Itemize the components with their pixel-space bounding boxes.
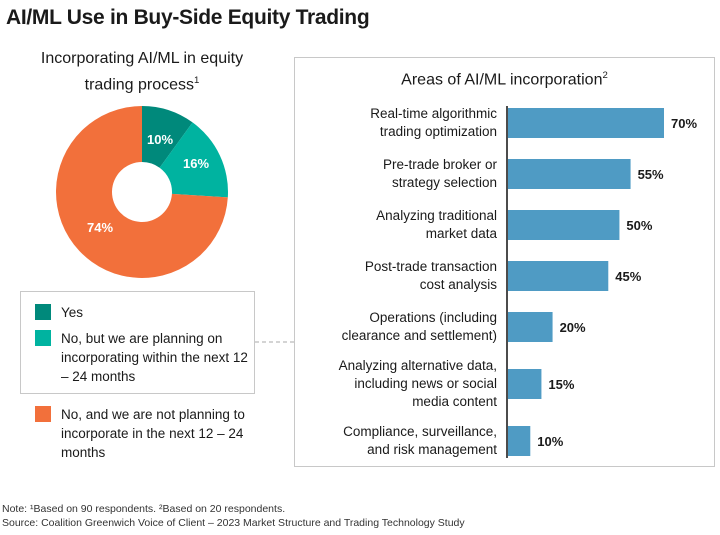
donut-slice [56, 106, 228, 278]
category-line: media content [412, 394, 497, 409]
bar [508, 108, 664, 138]
legend-swatch [35, 406, 51, 422]
donut-slice [159, 122, 228, 198]
bar-value-label: 45% [615, 269, 641, 284]
category-line: clearance and settlement) [341, 328, 497, 343]
bar-chart: 70% 55% 50% 45% 20% 15% 10% [506, 106, 697, 458]
category-line: and risk management [367, 442, 497, 457]
category-line: cost analysis [419, 277, 497, 292]
legend-item-yes: Yes [35, 303, 83, 322]
donut-chart: 10% 16% 74% [56, 106, 228, 278]
bar [508, 159, 631, 189]
bar [508, 426, 531, 456]
bar-chart-title: Areas of AI/ML incorporation2 [294, 70, 715, 89]
bar-category-label: Pre-trade broker or strategy selection [383, 156, 497, 192]
footnote: Note: ¹Based on 90 respondents. ²Based o… [2, 503, 286, 515]
bar [508, 312, 553, 342]
donut-value-label: 74% [87, 220, 113, 235]
donut-value-label: 16% [183, 156, 209, 171]
bar-category-label: Compliance, surveillance, and risk manage… [343, 423, 497, 459]
chart-title: AI/ML Use in Buy-Side Equity Trading [6, 6, 370, 29]
donut-title-footnote: 1 [194, 75, 200, 86]
category-line: market data [425, 226, 497, 241]
bar [508, 369, 542, 399]
bar-value-label: 70% [671, 116, 697, 131]
bar-category-label: Analyzing alternative data, including new… [339, 357, 497, 411]
bar-category-label: Real-time algorithmic trading optimizatio… [370, 105, 497, 141]
bar-value-label: 15% [548, 377, 574, 392]
bar [508, 261, 609, 291]
category-line: including news or social [354, 376, 497, 391]
bar-panel [294, 57, 715, 467]
category-line: trading optimization [379, 124, 497, 139]
legend-swatch [35, 304, 51, 320]
legend-item-not-planning: No, and we are not planning to incorpora… [35, 405, 260, 462]
legend-box [20, 291, 255, 394]
legend-item-planning: No, but we are planning on incorporating… [35, 329, 250, 386]
legend-swatch [35, 330, 51, 346]
bar-value-label: 20% [560, 320, 586, 335]
bar-title-text: Areas of AI/ML incorporation [401, 71, 603, 89]
category-line: Operations (including [369, 310, 497, 325]
bar-category-label: Operations (including clearance and settl… [342, 309, 497, 345]
donut-title-text: Incorporating AI/ML in equity trading pr… [40, 50, 244, 94]
bar-value-label: 10% [537, 434, 563, 449]
legend-label: No, but we are planning on incorporating… [61, 331, 248, 384]
donut-slice [142, 106, 193, 168]
category-line: Analyzing alternative data, [338, 358, 497, 373]
category-line: Post-trade transaction [364, 259, 497, 274]
legend-label: No, and we are not planning to incorpora… [61, 407, 245, 460]
category-line: Analyzing traditional [376, 208, 497, 223]
donut-value-label: 10% [147, 132, 173, 147]
bar-value-label: 55% [638, 167, 664, 182]
category-line: strategy selection [391, 175, 497, 190]
donut-title: Incorporating AI/ML in equity trading pr… [20, 48, 264, 96]
bar-title-footnote: 2 [602, 70, 608, 81]
bar-category-label: Post-trade transaction cost analysis [365, 258, 497, 294]
category-line: Pre-trade broker or [382, 157, 497, 172]
category-line: Real-time algorithmic [370, 106, 497, 121]
source: Source: Coalition Greenwich Voice of Cli… [2, 517, 465, 529]
legend-label: Yes [61, 305, 84, 320]
bar [508, 210, 620, 240]
bar-category-label: Analyzing traditional market data [376, 207, 497, 243]
bar-value-label: 50% [626, 218, 652, 233]
category-line: Compliance, surveillance, [343, 424, 497, 439]
